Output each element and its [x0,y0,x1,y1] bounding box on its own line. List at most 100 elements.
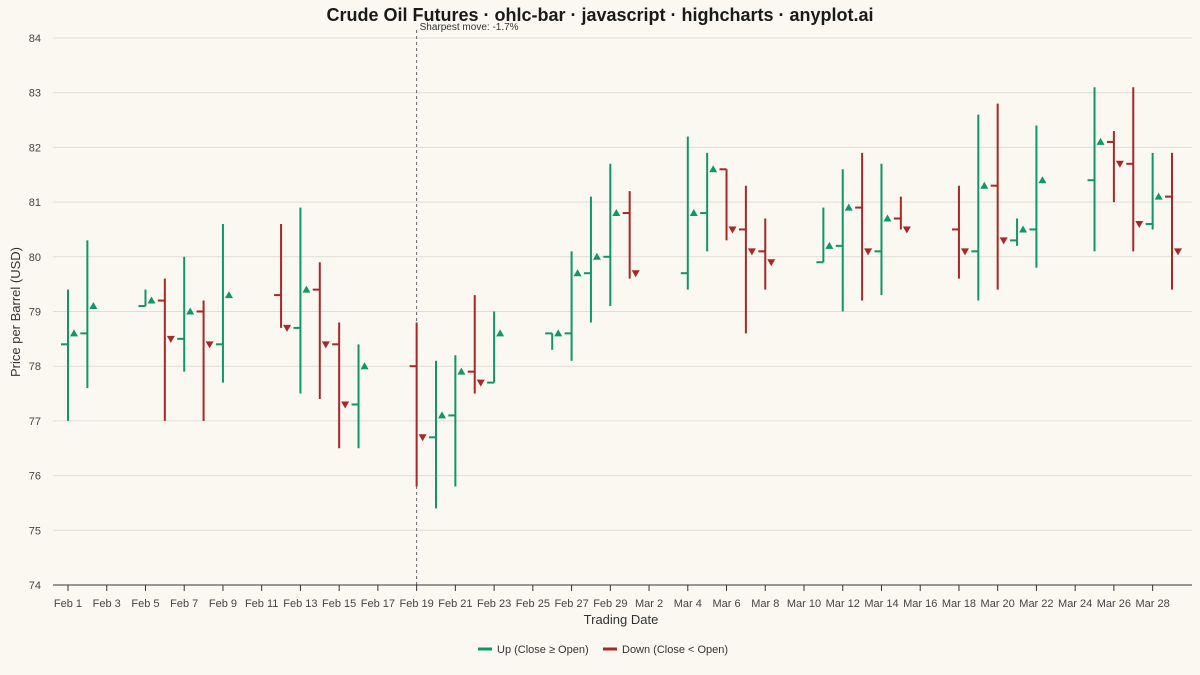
y-axis-title: Price per Barrel (USD) [8,247,23,377]
grid-lines [53,37,1192,586]
close-marker-up-icon [573,269,582,277]
ohlc-bar[interactable] [603,163,621,307]
ohlc-bar[interactable] [1029,125,1047,268]
ohlc-bar[interactable] [448,355,466,487]
ohlc-bar[interactable] [409,322,427,487]
ohlc-bar[interactable] [177,256,195,372]
close-marker-down-icon [341,401,350,409]
ohlc-bars[interactable] [61,87,1182,509]
legend-label: Down (Close < Open) [622,644,728,656]
ohlc-bar[interactable] [1165,152,1182,290]
x-tick-label: Mar 8 [751,598,779,610]
close-marker-up-icon [709,165,718,173]
close-marker-up-icon [689,209,698,217]
close-marker-down-icon [728,226,737,234]
ohlc-bar[interactable] [80,240,98,389]
x-axis-ticks: Feb 1 Feb 3 Feb 5 Feb 7 Feb 9 Feb 11 Feb 13 Feb… [53,584,1192,610]
close-marker-down-icon [283,324,292,332]
y-tick-label: 82 [29,142,41,154]
ohlc-bar[interactable] [1087,87,1105,252]
ohlc-bar[interactable] [758,218,776,290]
close-marker-down-icon [418,434,427,442]
legend[interactable]: Up (Close ≥ Open) Down (Close < Open) [478,644,728,656]
close-marker-up-icon [70,329,78,337]
ohlc-bar[interactable] [564,251,582,361]
y-tick-label: 74 [29,580,41,592]
x-tick-label: Mar 4 [674,598,702,610]
ohlc-bar[interactable] [61,289,78,421]
close-marker-up-icon [592,252,601,260]
x-tick-label: Feb 15 [322,598,356,610]
y-tick-label: 79 [29,307,41,319]
ohlc-bar[interactable] [816,207,834,264]
annotation-label: Sharpest move: -1.7% [420,22,519,33]
ohlc-bar[interactable] [855,152,873,301]
ohlc-bar[interactable] [293,207,311,394]
ohlc-bar[interactable] [545,329,563,350]
x-tick-label: Feb 23 [477,598,511,610]
ohlc-bar[interactable] [1106,130,1124,203]
chart-title: Crude Oil Futures · ohlc-bar · javascrip… [326,5,873,25]
ohlc-bar[interactable] [1126,87,1144,252]
ohlc-bar[interactable] [274,223,292,332]
close-marker-down-icon [631,270,640,278]
legend-item-up[interactable]: Up (Close ≥ Open) [478,644,589,656]
x-tick-label: Feb 21 [438,598,472,610]
ohlc-bar[interactable] [971,114,989,301]
close-marker-down-icon [747,248,756,256]
ohlc-bar[interactable] [138,289,156,308]
close-marker-up-icon [89,302,98,310]
ohlc-bar[interactable] [680,136,698,290]
close-marker-up-icon [1096,137,1105,145]
close-marker-up-icon [224,291,233,299]
ohlc-bar[interactable] [1145,152,1163,230]
ohlc-bar[interactable] [467,295,485,394]
ohlc-bar[interactable] [700,152,718,252]
x-tick-label: Mar 20 [981,598,1015,610]
y-axis-ticks: 74 75 76 77 78 79 80 81 82 83 84 [29,33,41,592]
ohlc-bar[interactable] [622,191,640,279]
close-marker-up-icon [612,209,621,217]
close-marker-down-icon [476,379,485,387]
close-marker-up-icon [825,241,834,249]
ohlc-bar[interactable] [312,262,330,400]
ohlc-bar[interactable] [196,300,214,421]
ohlc-bar[interactable] [429,360,446,509]
close-marker-up-icon [1019,225,1028,233]
ohlc-bar[interactable] [835,169,853,312]
close-marker-down-icon [1115,160,1124,168]
close-marker-down-icon [864,248,873,256]
ohlc-bar[interactable] [487,311,505,384]
ohlc-bar[interactable] [332,322,350,449]
ohlc-bar[interactable] [738,185,756,334]
x-tick-label: Mar 2 [635,598,663,610]
ohlc-bar[interactable] [1010,218,1028,246]
close-marker-up-icon [980,181,989,189]
ohlc-bar[interactable] [874,163,892,296]
ohlc-bar[interactable] [893,196,911,234]
close-marker-down-icon [1135,220,1144,228]
close-marker-up-icon [186,307,195,315]
y-tick-label: 77 [29,416,41,428]
close-marker-up-icon [1154,192,1163,200]
ohlc-bar[interactable] [951,185,969,279]
close-marker-down-icon [1174,248,1182,256]
legend-label: Up (Close ≥ Open) [497,644,589,656]
y-tick-label: 80 [29,252,41,264]
close-marker-down-icon [960,248,969,256]
ohlc-bar[interactable] [719,168,737,241]
x-tick-label: Feb 17 [361,598,395,610]
close-marker-up-icon [302,285,311,293]
x-tick-label: Feb 1 [54,598,82,610]
x-tick-label: Feb 27 [554,598,588,610]
legend-item-down[interactable]: Down (Close < Open) [603,644,728,656]
ohlc-bar[interactable] [583,196,601,323]
x-tick-label: Mar 28 [1136,598,1170,610]
x-tick-label: Feb 5 [131,598,159,610]
ohlc-bar[interactable] [351,344,369,449]
ohlc-bar[interactable] [157,278,175,421]
x-tick-label: Mar 12 [826,598,860,610]
ohlc-bar[interactable] [215,223,233,383]
ohlc-bar[interactable] [990,103,1008,290]
